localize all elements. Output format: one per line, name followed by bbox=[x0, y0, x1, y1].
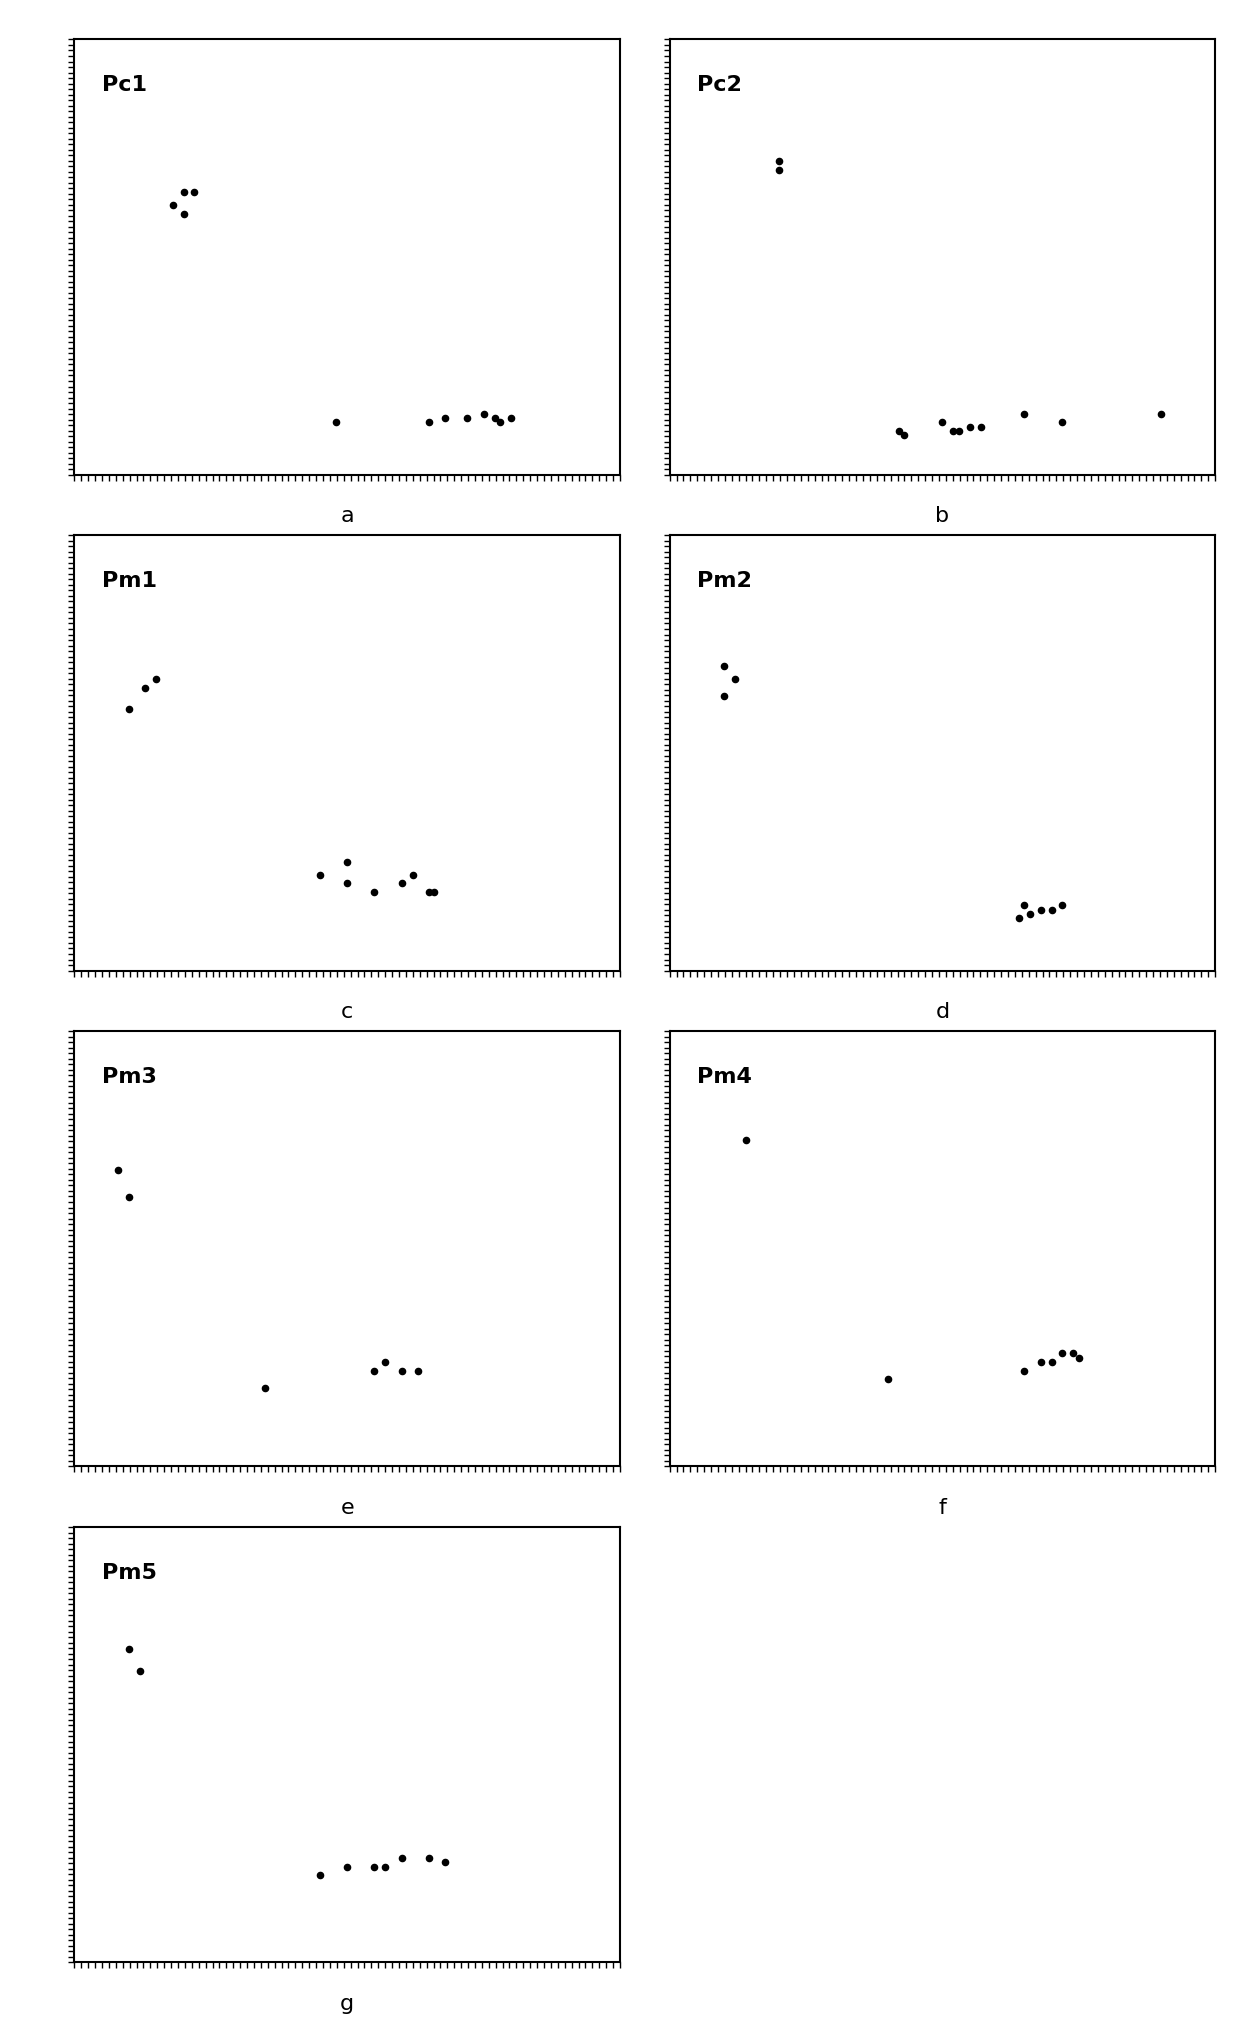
Point bbox=[1030, 1345, 1050, 1378]
Point bbox=[501, 403, 521, 435]
Point bbox=[419, 1841, 439, 1873]
Point bbox=[737, 1125, 756, 1157]
Text: Pm4: Pm4 bbox=[697, 1066, 751, 1086]
Point bbox=[458, 403, 477, 435]
Point bbox=[1151, 399, 1171, 431]
Point bbox=[1030, 894, 1050, 927]
Point bbox=[310, 1859, 330, 1892]
Point bbox=[119, 694, 139, 726]
Point bbox=[174, 198, 193, 231]
Point bbox=[419, 407, 439, 439]
Point bbox=[714, 651, 734, 684]
Point bbox=[1042, 894, 1061, 927]
Point bbox=[1053, 890, 1073, 922]
Point bbox=[392, 1841, 412, 1873]
Point bbox=[889, 415, 909, 447]
Text: g: g bbox=[340, 1993, 355, 2013]
Text: c: c bbox=[341, 1001, 353, 1022]
Point bbox=[1014, 890, 1034, 922]
Text: e: e bbox=[341, 1497, 353, 1517]
Point bbox=[146, 664, 166, 696]
Text: f: f bbox=[939, 1497, 946, 1517]
Point bbox=[932, 407, 952, 439]
Point bbox=[949, 415, 968, 447]
Point bbox=[376, 1345, 396, 1378]
Point bbox=[1009, 902, 1029, 935]
Point bbox=[474, 399, 494, 431]
Point bbox=[255, 1372, 275, 1404]
Point bbox=[878, 1364, 898, 1396]
Point bbox=[326, 407, 346, 439]
Point bbox=[1053, 407, 1073, 439]
Point bbox=[1019, 898, 1039, 931]
Point bbox=[1064, 1337, 1084, 1370]
Point bbox=[365, 876, 384, 908]
Point bbox=[725, 664, 745, 696]
Point bbox=[310, 860, 330, 892]
Point bbox=[392, 868, 412, 900]
Point bbox=[119, 1181, 139, 1214]
Point bbox=[1014, 1355, 1034, 1388]
Point bbox=[337, 868, 357, 900]
Point bbox=[174, 176, 193, 208]
Text: Pm3: Pm3 bbox=[102, 1066, 156, 1086]
Point bbox=[1014, 399, 1034, 431]
Point bbox=[944, 415, 963, 447]
Point bbox=[485, 403, 505, 435]
Point bbox=[135, 672, 155, 704]
Point bbox=[894, 421, 914, 453]
Point bbox=[424, 876, 444, 908]
Text: Pm5: Pm5 bbox=[102, 1562, 156, 1582]
Point bbox=[365, 1851, 384, 1883]
Text: Pc2: Pc2 bbox=[697, 75, 742, 95]
Point bbox=[130, 1655, 150, 1687]
Point bbox=[108, 1155, 128, 1188]
Point bbox=[1069, 1341, 1089, 1374]
Point bbox=[337, 1851, 357, 1883]
Text: Pc1: Pc1 bbox=[102, 75, 146, 95]
Point bbox=[337, 846, 357, 878]
Text: Pm1: Pm1 bbox=[102, 570, 156, 591]
Point bbox=[403, 860, 423, 892]
Point bbox=[119, 1633, 139, 1665]
Point bbox=[490, 407, 510, 439]
Text: d: d bbox=[935, 1001, 950, 1022]
Point bbox=[1053, 1337, 1073, 1370]
Point bbox=[365, 1355, 384, 1388]
Point bbox=[162, 190, 182, 223]
Point bbox=[185, 176, 205, 208]
Point bbox=[960, 411, 980, 443]
Text: a: a bbox=[341, 506, 353, 526]
Point bbox=[769, 146, 789, 178]
Point bbox=[408, 1355, 428, 1388]
Point bbox=[376, 1851, 396, 1883]
Text: Pm2: Pm2 bbox=[697, 570, 751, 591]
Text: b: b bbox=[935, 506, 950, 526]
Point bbox=[1042, 1345, 1061, 1378]
Point bbox=[392, 1355, 412, 1388]
Point bbox=[419, 876, 439, 908]
Point bbox=[435, 403, 455, 435]
Point bbox=[714, 682, 734, 714]
Point bbox=[769, 156, 789, 188]
Point bbox=[435, 1847, 455, 1879]
Point bbox=[971, 411, 991, 443]
